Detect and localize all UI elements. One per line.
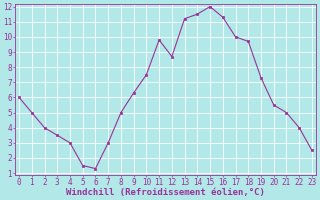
X-axis label: Windchill (Refroidissement éolien,°C): Windchill (Refroidissement éolien,°C) [66,188,265,197]
